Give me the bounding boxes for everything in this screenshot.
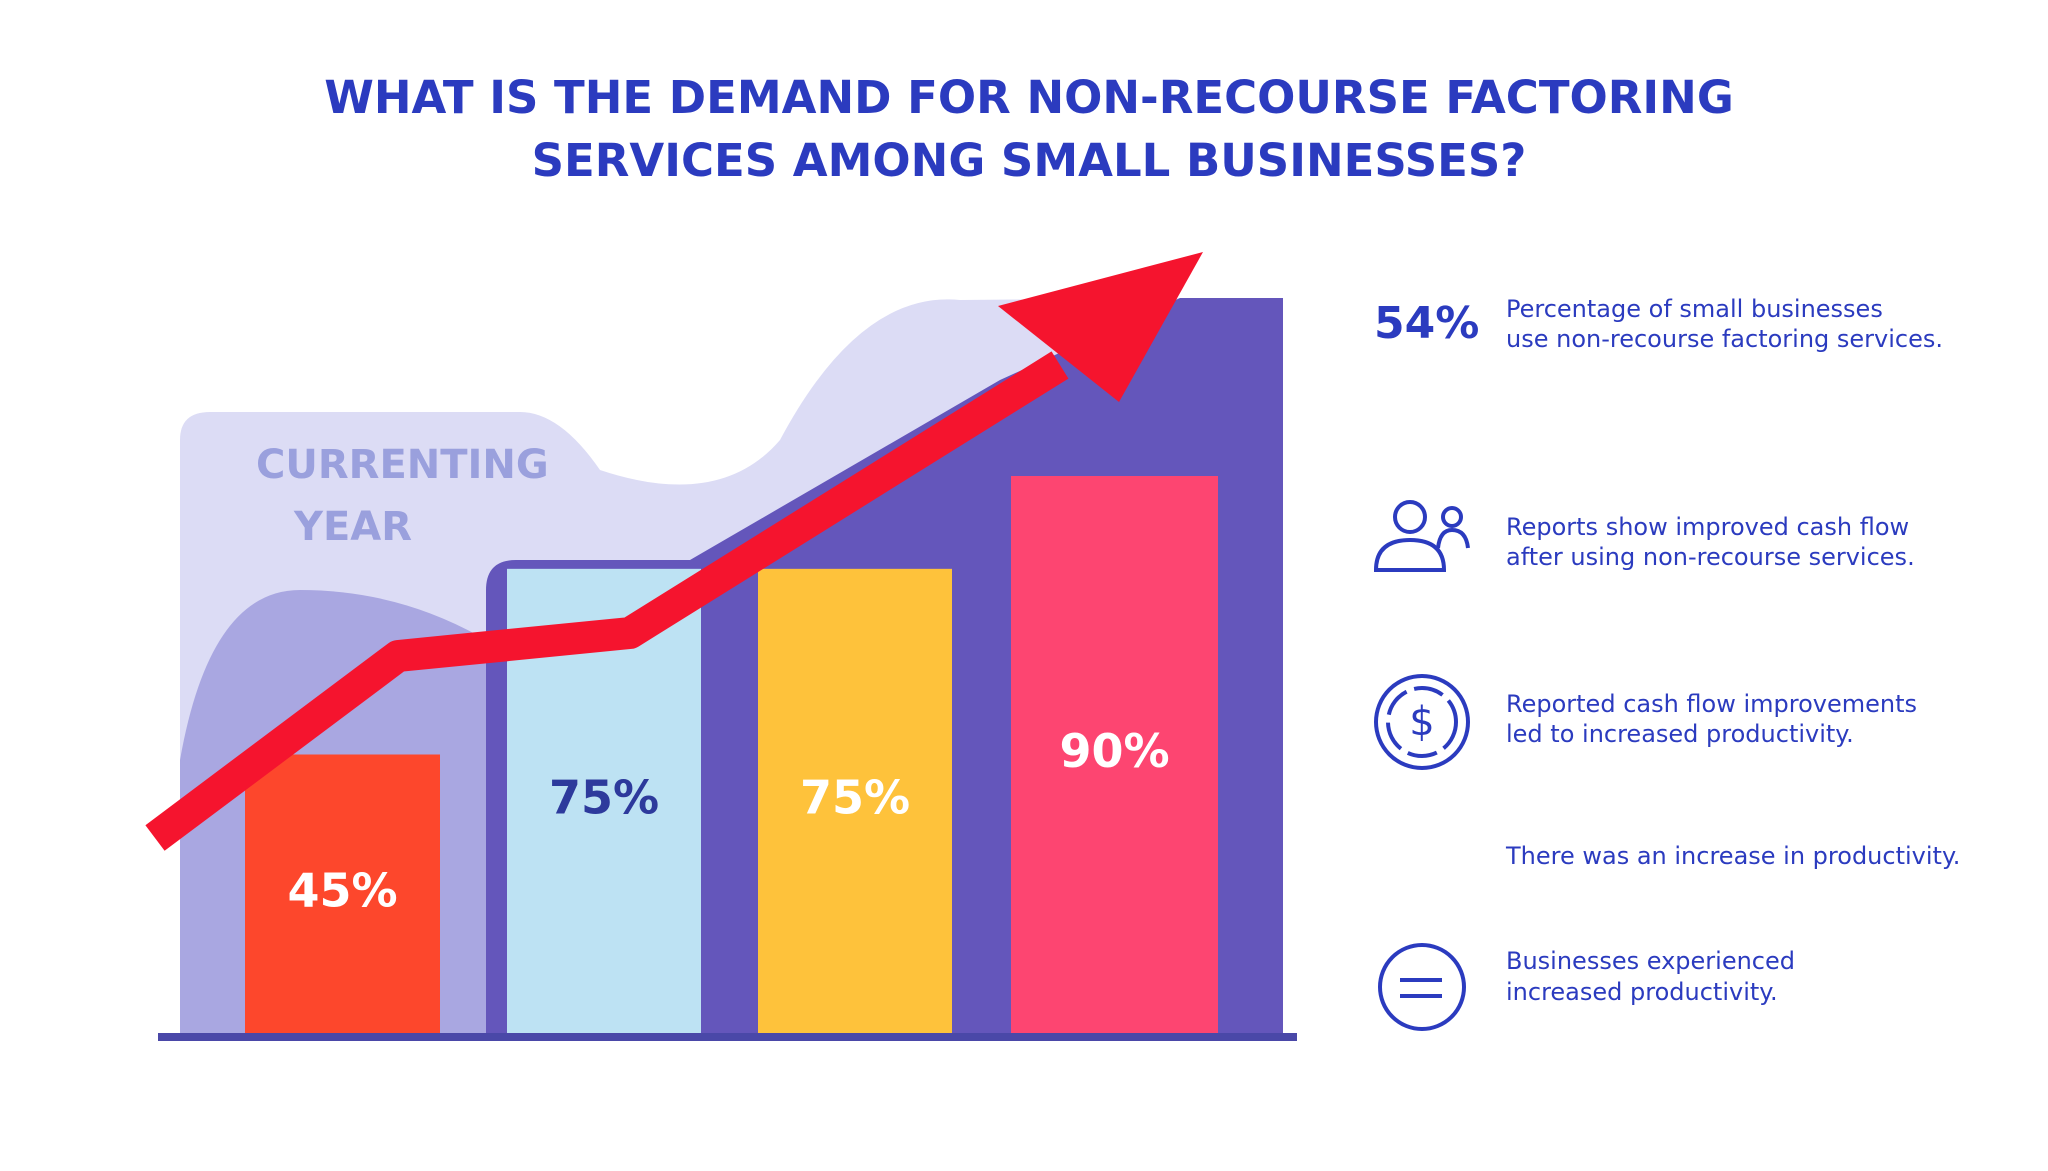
title-line: SERVICES AMONG SMALL BUSINESSES? [532, 134, 1527, 187]
fact-text: Businesses experienced [1506, 947, 1795, 975]
value-label: 75% [800, 770, 910, 824]
bar [1011, 476, 1218, 1033]
fact-text: use non-recourse factoring services. [1506, 325, 1943, 353]
trend-arrow [145, 351, 1069, 851]
fact-text: Percentage of small businesses [1506, 295, 1883, 323]
fact-text: led to increased productivity. [1506, 720, 1854, 748]
svg-text:$: $ [1409, 699, 1434, 745]
stat: 54% [1374, 298, 1479, 349]
bar [245, 754, 440, 1033]
value-label: 90% [1059, 724, 1169, 778]
bars: 45% 75% 75% 90% [245, 476, 1218, 1033]
annotation: CURRENTING [256, 442, 549, 488]
value-label: 75% [549, 770, 659, 824]
fact-text: There was an increase in productivity. [1505, 842, 1960, 870]
fact-text: Reported cash flow improvements [1506, 690, 1917, 718]
title-line: WHAT IS THE DEMAND FOR NON-RECOURSE FACT… [324, 71, 1734, 124]
value-label: 45% [287, 863, 397, 917]
arrow-head [998, 252, 1203, 402]
annotation: YEAR [293, 504, 412, 550]
fact-text: increased productivity. [1506, 978, 1778, 1006]
bar [758, 568, 952, 1033]
fact-text: Reports show improved cash flow [1506, 513, 1909, 541]
fact-text: after using non-recourse services. [1506, 543, 1915, 571]
icons: $ [1373, 500, 1470, 1031]
